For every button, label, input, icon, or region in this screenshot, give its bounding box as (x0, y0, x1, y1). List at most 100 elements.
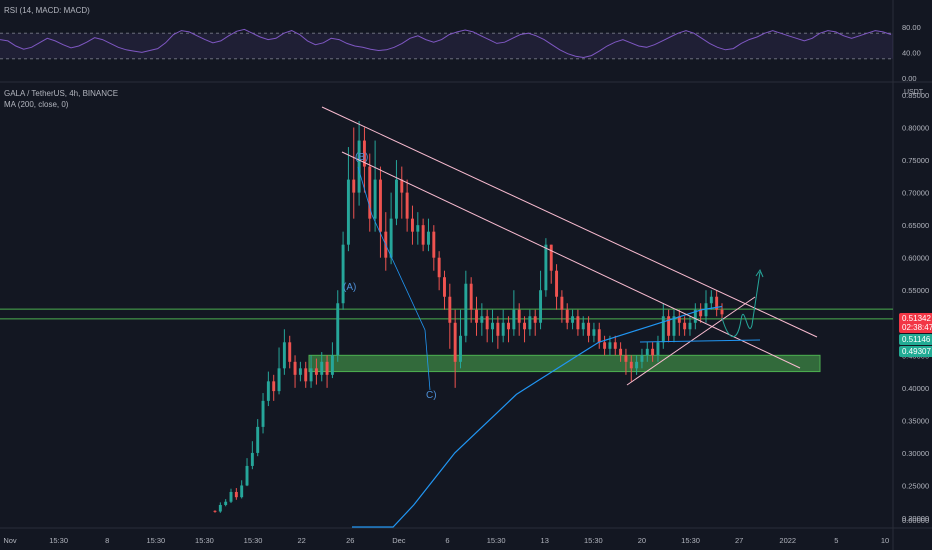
rsi-tick-label: 80.00 (902, 23, 921, 32)
candle-body (213, 510, 217, 512)
candle-body (443, 277, 446, 297)
candle-body (576, 316, 580, 330)
candle-body (400, 179, 404, 193)
candle-body (272, 381, 276, 392)
rsi-label: RSI (14, MACD: MACD) (4, 6, 90, 15)
candle-body (288, 342, 292, 362)
price-tick-label: 0.35000 (902, 416, 929, 425)
candle-body (688, 322, 692, 330)
candle-body (645, 348, 649, 356)
candle-body (496, 322, 500, 336)
currency-label: USDT (904, 89, 924, 96)
candle-body (469, 283, 473, 310)
wave-label: (A) (343, 282, 356, 293)
candle-body (619, 348, 623, 356)
candle-body (683, 322, 687, 330)
price-panel: (A) (B) C) (0, 106, 893, 528)
candle-body (661, 316, 665, 343)
wave-label: C) (426, 390, 437, 401)
candle-body (597, 329, 601, 343)
candle-body (485, 316, 489, 330)
candle-body (405, 192, 409, 219)
candle-body (624, 355, 628, 362)
time-tick-label: 8 (105, 536, 109, 545)
candle-body (357, 140, 361, 193)
candle-body (699, 309, 703, 317)
ma-indicator-label: MA (200, close, 0) (4, 100, 69, 109)
candle-body (341, 244, 345, 304)
candle-body (336, 303, 340, 356)
lower-trendline (341, 151, 801, 369)
time-tick-label: 2022 (779, 536, 796, 545)
candle-body (587, 322, 591, 336)
candle-body (389, 218, 393, 258)
candle-body (571, 316, 575, 323)
candle-body (667, 316, 671, 336)
candle-body (256, 426, 260, 453)
candle-body (218, 504, 222, 512)
candle-body (330, 355, 334, 375)
candle-body (672, 316, 676, 336)
time-tick-label: Nov (3, 536, 17, 545)
price-tick-label: 0.20000 (902, 514, 929, 523)
rsi-band (0, 33, 893, 59)
price-tick-label: 0.70000 (902, 189, 929, 198)
candle-body (410, 218, 414, 232)
level1-price-tag: 0.51146 (899, 334, 932, 345)
candle-body (528, 316, 532, 330)
candle-body (635, 361, 639, 369)
price-tick-label: 0.30000 (902, 449, 929, 458)
wave-lines (357, 166, 431, 391)
time-tick-label: 13 (541, 536, 549, 545)
candle-body (309, 368, 313, 382)
candle-body (250, 452, 254, 466)
price-tick-label: 0.00000 (902, 516, 929, 525)
last-price-tag: 0.51342 02:38:47 (899, 313, 932, 333)
candle-body (603, 342, 607, 349)
candle-body (314, 368, 318, 375)
candle-body (491, 322, 494, 330)
candle-body (512, 309, 516, 330)
level2-price-tag: 0.49307 (899, 346, 932, 357)
candle-body (677, 316, 681, 323)
rsi-tick-label: 40.00 (902, 48, 921, 57)
time-tick-label: 27 (735, 536, 743, 545)
price-tick-label: 0.65000 (902, 221, 929, 230)
upper-trendline (321, 106, 818, 338)
time-tick-label: 10 (881, 536, 889, 545)
candle-body (533, 316, 537, 323)
time-tick-label: 26 (346, 536, 354, 545)
candle-body (261, 400, 265, 427)
candle-body (555, 270, 559, 297)
candle-body (245, 465, 249, 486)
last-price-value: 0.51342 (902, 314, 931, 323)
candle-body (560, 296, 564, 310)
candle-body (507, 322, 510, 330)
candle-body (608, 342, 612, 349)
candle-body (715, 296, 719, 310)
time-tick-label: 22 (297, 536, 305, 545)
time-tick-label: 15:30 (487, 536, 506, 545)
price-tick-label: 0.60000 (902, 254, 929, 263)
candle-body (459, 335, 462, 362)
projection-arrow (755, 268, 764, 278)
candle-body (325, 361, 329, 375)
rsi-line (0, 28, 892, 59)
projection-path (721, 271, 761, 338)
candle-body (346, 179, 350, 245)
candle-body (693, 309, 697, 323)
candle-body (613, 342, 617, 349)
candle-body (373, 179, 377, 219)
time-tick-label: 20 (638, 536, 646, 545)
candle-body (448, 296, 452, 323)
candle-body (277, 368, 281, 392)
time-tick-label: 15:30 (681, 536, 700, 545)
candle-body (293, 361, 297, 375)
candle-body (432, 231, 436, 258)
candle-body (437, 257, 441, 278)
price-tick-label: 0.25000 (902, 481, 929, 490)
time-tick-label: 15:30 (146, 536, 165, 545)
symbol-title: GALA / TetherUS, 4h, BINANCE (4, 89, 119, 98)
